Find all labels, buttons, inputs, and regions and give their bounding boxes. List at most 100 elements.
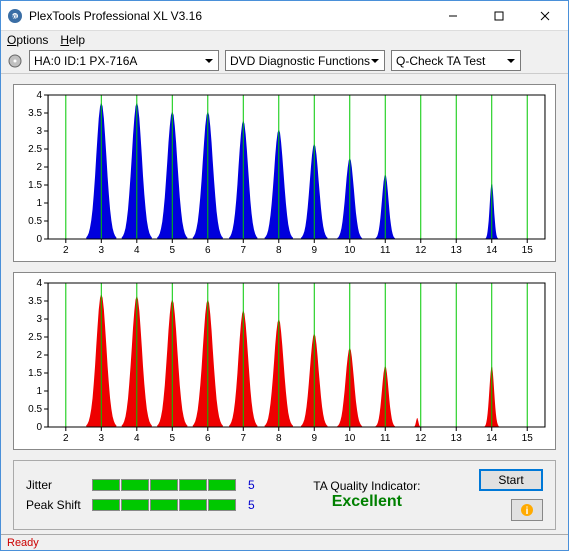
svg-text:15: 15 <box>522 433 534 444</box>
menu-help[interactable]: Help <box>60 33 85 47</box>
svg-text:3: 3 <box>36 314 42 325</box>
stats-area: Jitter 5 Peak Shift 5 TA Quality Indicat… <box>1 456 568 534</box>
svg-text:12: 12 <box>415 245 427 256</box>
svg-text:10: 10 <box>344 433 356 444</box>
svg-text:4: 4 <box>36 278 42 289</box>
svg-text:8: 8 <box>276 433 282 444</box>
bar-segment <box>208 479 236 491</box>
bar-segment <box>208 499 236 511</box>
stats-panel: Jitter 5 Peak Shift 5 TA Quality Indicat… <box>13 460 556 530</box>
app-icon: XL <box>7 8 23 24</box>
svg-text:4: 4 <box>134 245 140 256</box>
svg-text:3: 3 <box>36 126 42 137</box>
svg-text:4: 4 <box>36 90 42 101</box>
svg-text:3: 3 <box>99 245 105 256</box>
status-text: Ready <box>7 537 39 549</box>
drive-icon <box>7 53 23 69</box>
jitter-bar <box>92 479 236 491</box>
test-select[interactable]: Q-Check TA Test <box>391 50 521 71</box>
svg-text:15: 15 <box>522 245 534 256</box>
svg-text:13: 13 <box>451 245 463 256</box>
svg-text:3.5: 3.5 <box>28 296 42 307</box>
menu-options[interactable]: Options <box>7 33 48 47</box>
ta-indicator: TA Quality Indicator: Excellent <box>271 479 463 511</box>
svg-text:11: 11 <box>380 245 391 256</box>
svg-text:1: 1 <box>36 198 42 209</box>
svg-text:5: 5 <box>170 433 176 444</box>
ta-value: Excellent <box>332 493 402 511</box>
maximize-button[interactable] <box>476 1 522 31</box>
svg-text:2.5: 2.5 <box>28 144 42 155</box>
app-window: XL PlexTools Professional XL V3.16 Optio… <box>0 0 569 551</box>
svg-text:1: 1 <box>36 386 42 397</box>
svg-text:9: 9 <box>311 433 317 444</box>
svg-text:2: 2 <box>63 245 69 256</box>
stats-left: Jitter 5 Peak Shift 5 <box>26 478 255 512</box>
ta-label: TA Quality Indicator: <box>313 479 420 493</box>
chart-area: 00.511.522.533.5423456789101112131415 00… <box>1 74 568 456</box>
bar-segment <box>121 479 149 491</box>
svg-text:i: i <box>526 506 529 517</box>
toolbar: HA:0 ID:1 PX-716A DVD Diagnostic Functio… <box>1 48 568 74</box>
window-controls <box>430 1 568 31</box>
start-button[interactable]: Start <box>479 469 543 491</box>
svg-text:9: 9 <box>311 245 317 256</box>
peakshift-bar <box>92 499 236 511</box>
info-icon: i <box>520 503 534 517</box>
svg-text:6: 6 <box>205 433 211 444</box>
svg-text:XL: XL <box>11 15 19 21</box>
peakshift-value: 5 <box>248 498 255 512</box>
window-title: PlexTools Professional XL V3.16 <box>29 9 430 23</box>
svg-text:0.5: 0.5 <box>28 404 42 415</box>
stats-right: Start i <box>479 469 543 521</box>
svg-text:5: 5 <box>170 245 176 256</box>
svg-text:8: 8 <box>276 245 282 256</box>
bar-segment <box>121 499 149 511</box>
svg-text:2.5: 2.5 <box>28 332 42 343</box>
svg-text:12: 12 <box>415 433 427 444</box>
menubar: Options Help <box>1 31 568 48</box>
svg-text:3: 3 <box>99 433 105 444</box>
jitter-row: Jitter 5 <box>26 478 255 492</box>
svg-text:2: 2 <box>36 162 42 173</box>
drive-select-value: HA:0 ID:1 PX-716A <box>34 54 137 68</box>
peakshift-label: Peak Shift <box>26 498 84 512</box>
close-button[interactable] <box>522 1 568 31</box>
bar-segment <box>92 499 120 511</box>
bar-segment <box>179 499 207 511</box>
chart-bottom: 0 0.5 1 1.5 2 2.5 3 3.5 4 2 3 4 5 6 7 8 9 10 11 12 13 14 15 <box>13 272 556 450</box>
svg-text:6: 6 <box>205 245 211 256</box>
svg-text:10: 10 <box>344 245 356 256</box>
svg-text:13: 13 <box>451 433 463 444</box>
svg-text:0: 0 <box>36 422 42 433</box>
bar-segment <box>150 499 178 511</box>
info-button[interactable]: i <box>511 499 543 521</box>
minimize-button[interactable] <box>430 1 476 31</box>
svg-text:2: 2 <box>63 433 69 444</box>
svg-text:0: 0 <box>36 234 42 245</box>
svg-text:3.5: 3.5 <box>28 108 42 119</box>
svg-text:1.5: 1.5 <box>28 368 42 379</box>
svg-text:0.5: 0.5 <box>28 216 42 227</box>
svg-text:4: 4 <box>134 433 140 444</box>
titlebar: XL PlexTools Professional XL V3.16 <box>1 1 568 31</box>
jitter-label: Jitter <box>26 478 84 492</box>
bar-segment <box>150 479 178 491</box>
svg-text:14: 14 <box>486 245 498 256</box>
svg-text:1.5: 1.5 <box>28 180 42 191</box>
svg-text:7: 7 <box>240 433 246 444</box>
function-select-value: DVD Diagnostic Functions <box>230 54 370 68</box>
bar-segment <box>92 479 120 491</box>
test-select-value: Q-Check TA Test <box>396 54 485 68</box>
svg-text:7: 7 <box>240 245 246 256</box>
function-select[interactable]: DVD Diagnostic Functions <box>225 50 385 71</box>
jitter-value: 5 <box>248 478 255 492</box>
drive-select[interactable]: HA:0 ID:1 PX-716A <box>29 50 219 71</box>
svg-text:11: 11 <box>380 433 391 444</box>
peakshift-row: Peak Shift 5 <box>26 498 255 512</box>
chart-top: 0 0.5 1 1.5 2 2.5 3 3.5 4 2 3 4 5 6 7 8 9 10 11 12 13 14 15 <box>13 84 556 262</box>
bar-segment <box>179 479 207 491</box>
statusbar: Ready <box>1 534 568 550</box>
svg-text:14: 14 <box>486 433 498 444</box>
svg-text:2: 2 <box>36 350 42 361</box>
